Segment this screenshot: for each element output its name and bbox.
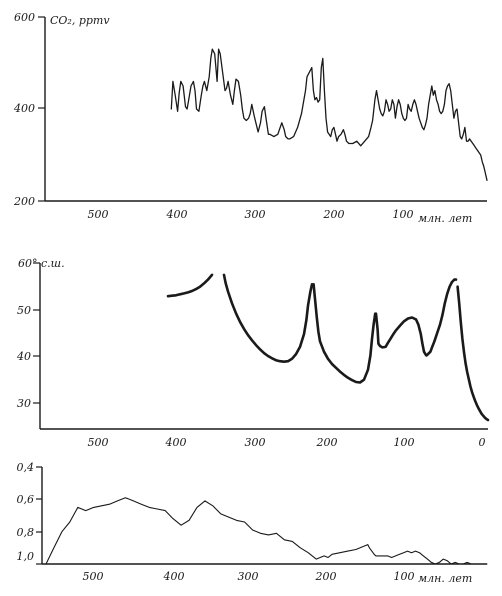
lat-series-line-1 bbox=[166, 273, 214, 298]
co2-y-axis-label: CO₂, ppmv bbox=[50, 14, 110, 27]
panel-co2: 600 400 200 CO₂, ppmv 500 400 300 200 10… bbox=[13, 11, 488, 225]
idx-xtick-label-300: 300 bbox=[238, 570, 259, 583]
lat-xtick-label-0: 0 bbox=[479, 436, 486, 449]
co2-xtick-label-300: 300 bbox=[245, 208, 266, 221]
idx-series-group bbox=[45, 497, 488, 565]
idx-series-line-1 bbox=[45, 497, 488, 565]
lat-series-group bbox=[166, 273, 490, 422]
lat-xtick-label-300: 300 bbox=[245, 436, 266, 449]
co2-x-unit-label: млн. лет bbox=[418, 212, 472, 225]
co2-series-line-1 bbox=[170, 48, 488, 181]
co2-ytick-label-400: 400 bbox=[13, 102, 35, 115]
lat-xtick-label-500: 500 bbox=[88, 436, 109, 449]
co2-xtick-label-400: 400 bbox=[166, 208, 188, 221]
lat-ytick-label-50: 50 bbox=[17, 304, 31, 317]
idx-xtick-label-400: 400 bbox=[163, 570, 185, 583]
idx-ytick-label-06: 0,6 bbox=[17, 493, 35, 506]
co2-ytick-label-600: 600 bbox=[14, 11, 35, 24]
panel-index: 0,4 0,6 0,8 1,0 500 400 300 200 100 млн.… bbox=[17, 461, 488, 585]
lat-series-line-5 bbox=[456, 285, 490, 422]
idx-x-unit-label: млн. лет bbox=[418, 572, 472, 585]
idx-xtick-label-500: 500 bbox=[83, 570, 104, 583]
co2-xtick-label-200: 200 bbox=[323, 208, 345, 221]
lat-xtick-label-200: 200 bbox=[316, 436, 338, 449]
lat-ytick-label-30: 30 bbox=[17, 397, 31, 410]
lat-series-line-3 bbox=[312, 283, 377, 384]
co2-series-group bbox=[170, 48, 488, 181]
lat-xtick-label-400: 400 bbox=[165, 436, 187, 449]
lat-series-line-2 bbox=[222, 273, 314, 363]
lat-xtick-label-100: 100 bbox=[394, 436, 415, 449]
idx-xtick-label-100: 100 bbox=[394, 570, 415, 583]
idx-ytick-label-10: 1,0 bbox=[17, 550, 35, 563]
idx-ytick-label-04: 0,4 bbox=[17, 461, 35, 474]
lat-ytick-label-40: 40 bbox=[16, 350, 31, 363]
co2-ytick-label-200: 200 bbox=[13, 195, 35, 208]
lat-series-line-4 bbox=[374, 278, 458, 357]
co2-xtick-label-100: 100 bbox=[393, 208, 414, 221]
lat-y-axis-label: 60° с.ш. bbox=[18, 257, 65, 270]
idx-xtick-label-200: 200 bbox=[315, 570, 337, 583]
idx-ytick-label-08: 0,8 bbox=[17, 526, 35, 539]
co2-xtick-label-500: 500 bbox=[88, 208, 109, 221]
panel-latitude: 60° с.ш. 50 40 30 500 400 300 200 100 0 bbox=[16, 257, 490, 449]
